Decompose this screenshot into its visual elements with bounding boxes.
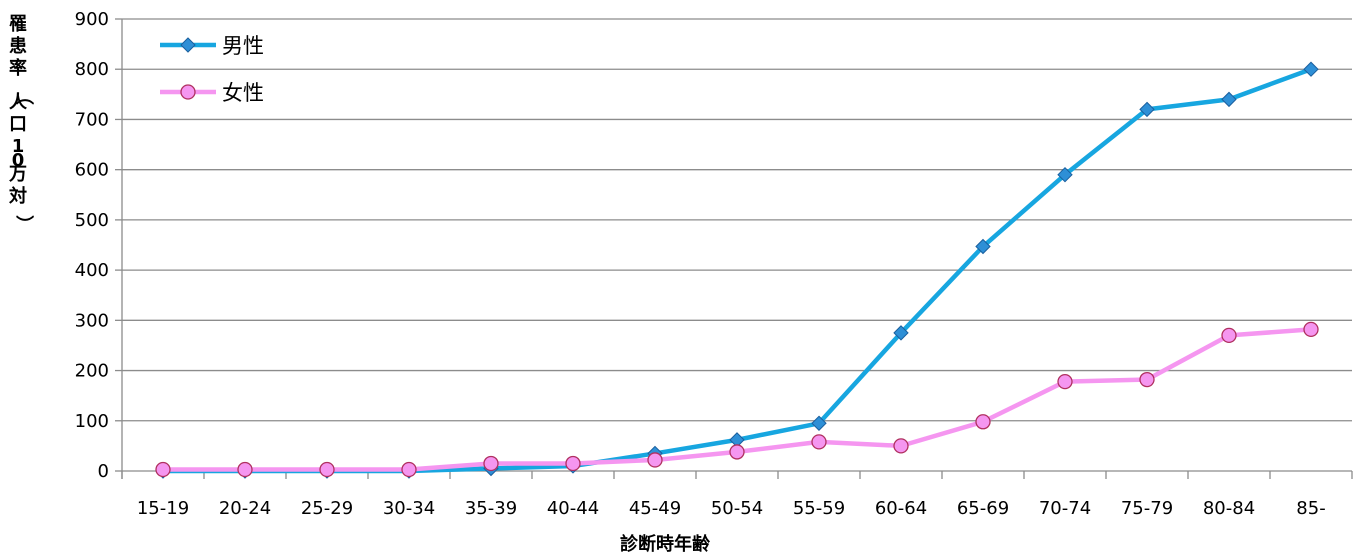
y-axis-title-char: （ <box>13 87 34 105</box>
y-tick-label: 0 <box>98 461 109 482</box>
data-point <box>975 414 991 430</box>
x-tick-label: 50-54 <box>711 498 763 519</box>
y-tick-label: 800 <box>75 59 109 80</box>
data-point <box>483 455 499 472</box>
y-axis-title-char: 万 <box>8 164 27 185</box>
legend-label: 男性 <box>222 34 264 58</box>
axes: 0 100 200 300 400 500 600 700 800 900 15-19 20-24 25… <box>75 9 1353 519</box>
y-tick-label: 500 <box>75 210 109 231</box>
legend-marker <box>180 84 196 100</box>
legend-item: 女性 <box>160 81 264 105</box>
data-point <box>893 438 909 454</box>
x-tick-label: 55-59 <box>793 498 845 519</box>
y-tick-label: 400 <box>75 260 109 281</box>
data-point <box>811 434 827 450</box>
series-2 <box>155 321 1319 478</box>
data-point <box>811 415 827 431</box>
legend-item: 男性 <box>160 34 264 58</box>
data-point <box>401 461 417 478</box>
data-point <box>1221 327 1237 344</box>
y-axis-title-char: 口 <box>9 114 27 135</box>
y-axis-title-char: 率 <box>9 57 27 79</box>
x-tick-label: 25-29 <box>301 498 353 519</box>
x-tick-label: 15-19 <box>137 498 189 519</box>
x-tick-label: 80-84 <box>1203 498 1255 519</box>
gridlines <box>122 18 1352 472</box>
y-axis-title-char: 罹 <box>9 14 27 35</box>
data-point <box>1303 61 1319 77</box>
data-point <box>1139 371 1155 388</box>
data-point <box>1139 101 1155 118</box>
data-point <box>319 461 335 478</box>
x-tick-label: 60-64 <box>875 498 927 519</box>
data-point <box>1303 321 1319 338</box>
x-tick-label: 45-49 <box>629 498 681 519</box>
y-tick-label: 300 <box>75 310 109 331</box>
x-tick-label: 65-69 <box>957 498 1009 519</box>
y-axis-title-char: 1 <box>12 136 25 157</box>
data-point <box>1221 91 1237 108</box>
data-point <box>237 461 253 478</box>
data-point <box>729 444 745 460</box>
y-axis-title-char: 人 <box>9 92 28 113</box>
data-point <box>1057 373 1073 390</box>
y-tick-label: 900 <box>75 9 109 30</box>
data-point <box>647 452 663 468</box>
x-tick-label: 70-74 <box>1039 498 1091 519</box>
y-axis-title-char: 患 <box>9 36 27 57</box>
x-tick-label: 40-44 <box>547 498 599 519</box>
data-point <box>975 238 991 255</box>
legend-label: 女性 <box>222 81 264 105</box>
y-tick-label: 100 <box>75 411 109 432</box>
y-tick-label: 200 <box>75 361 109 382</box>
x-tick-label: 75-79 <box>1121 498 1173 519</box>
x-axis-title: 診断時年齢 <box>620 533 711 555</box>
series-lines <box>155 61 1319 479</box>
data-point <box>565 455 581 472</box>
data-point <box>893 325 909 341</box>
data-point <box>1057 166 1073 183</box>
data-point <box>155 461 171 478</box>
y-tick-label: 700 <box>75 109 109 130</box>
y-axis-title-char: ） <box>13 215 34 233</box>
x-tick-label: 85- <box>1296 498 1325 519</box>
y-axis-title-char: 0 <box>12 150 25 171</box>
x-tick-label: 20-24 <box>219 498 271 519</box>
legend-marker <box>180 37 196 53</box>
x-tick-label: 35-39 <box>465 498 517 519</box>
x-tick-label: 30-34 <box>383 498 435 519</box>
y-axis-title-char: 対 <box>8 185 27 207</box>
y-tick-label: 600 <box>75 160 109 181</box>
